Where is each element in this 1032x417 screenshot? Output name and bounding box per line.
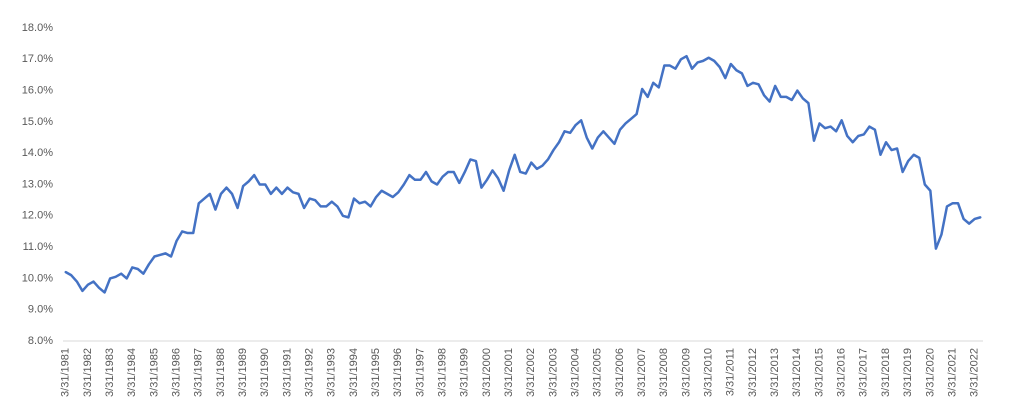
y-tick-label: 13.0% [22,178,53,190]
x-tick-label: 3/31/2013 [769,348,781,397]
x-tick-label: 3/31/1993 [326,348,338,397]
x-tick-label: 3/31/1995 [370,348,382,397]
x-tick-label: 3/31/1991 [281,348,293,397]
y-tick-label: 16.0% [22,85,53,97]
x-tick-label: 3/31/2005 [592,348,604,397]
x-tick-label: 3/31/1990 [259,348,271,397]
x-tick-label: 3/31/1985 [148,348,160,397]
x-tick-label: 3/31/2009 [680,348,692,397]
x-tick-label: 3/31/1997 [414,348,426,397]
x-tick-label: 3/31/1998 [437,348,449,397]
x-tick-label: 3/31/2015 [813,348,825,397]
x-tick-label: 3/31/2003 [547,348,559,397]
x-tick-label: 3/31/2001 [503,348,515,397]
x-tick-label: 3/31/1994 [348,348,360,397]
x-tick-label: 3/31/2004 [570,348,582,397]
y-tick-label: 12.0% [22,210,53,222]
x-tick-label: 3/31/2002 [525,348,537,397]
y-tick-label: 18.0% [22,22,53,34]
x-tick-label: 3/31/2019 [902,348,914,397]
x-tick-label: 3/31/2020 [924,348,936,397]
x-tick-label: 3/31/1999 [459,348,471,397]
x-tick-label: 3/31/1986 [171,348,183,397]
y-tick-label: 17.0% [22,53,53,65]
y-tick-label: 10.0% [22,272,53,284]
x-tick-label: 3/31/1981 [60,348,72,397]
x-tick-label: 3/31/2006 [614,348,626,397]
x-tick-label: 3/31/2011 [725,348,737,396]
x-tick-label: 3/31/1982 [82,348,94,397]
y-tick-label: 14.0% [22,147,53,159]
y-tick-label: 11.0% [23,241,54,253]
x-tick-label: 3/31/2000 [481,348,493,397]
x-tick-label: 3/31/2016 [836,348,848,397]
x-tick-label: 3/31/1984 [126,348,138,397]
x-tick-label: 3/31/1988 [215,348,227,397]
x-tick-label: 3/31/2018 [880,348,892,397]
x-tick-label: 3/31/2021 [946,348,958,397]
x-tick-label: 3/31/1987 [193,348,205,397]
y-tick-label: 15.0% [22,116,53,128]
x-tick-label: 3/31/1989 [237,348,249,397]
x-tick-label: 3/31/2008 [658,348,670,397]
x-tick-label: 3/31/2007 [636,348,648,397]
y-tick-label: 9.0% [28,304,53,316]
x-tick-label: 3/31/1983 [104,348,116,397]
x-tick-label: 3/31/1992 [304,348,316,397]
x-tick-label: 3/31/2010 [703,348,715,397]
data-line [64,54,982,294]
x-tick-label: 3/31/2017 [858,348,870,397]
x-tick-label: 3/31/2012 [747,348,759,397]
x-tick-label: 3/31/2022 [969,348,981,397]
y-tick-label: 8.0% [28,335,53,347]
x-tick-label: 3/31/1996 [392,348,404,397]
x-tick-label: 3/31/2014 [791,348,803,397]
